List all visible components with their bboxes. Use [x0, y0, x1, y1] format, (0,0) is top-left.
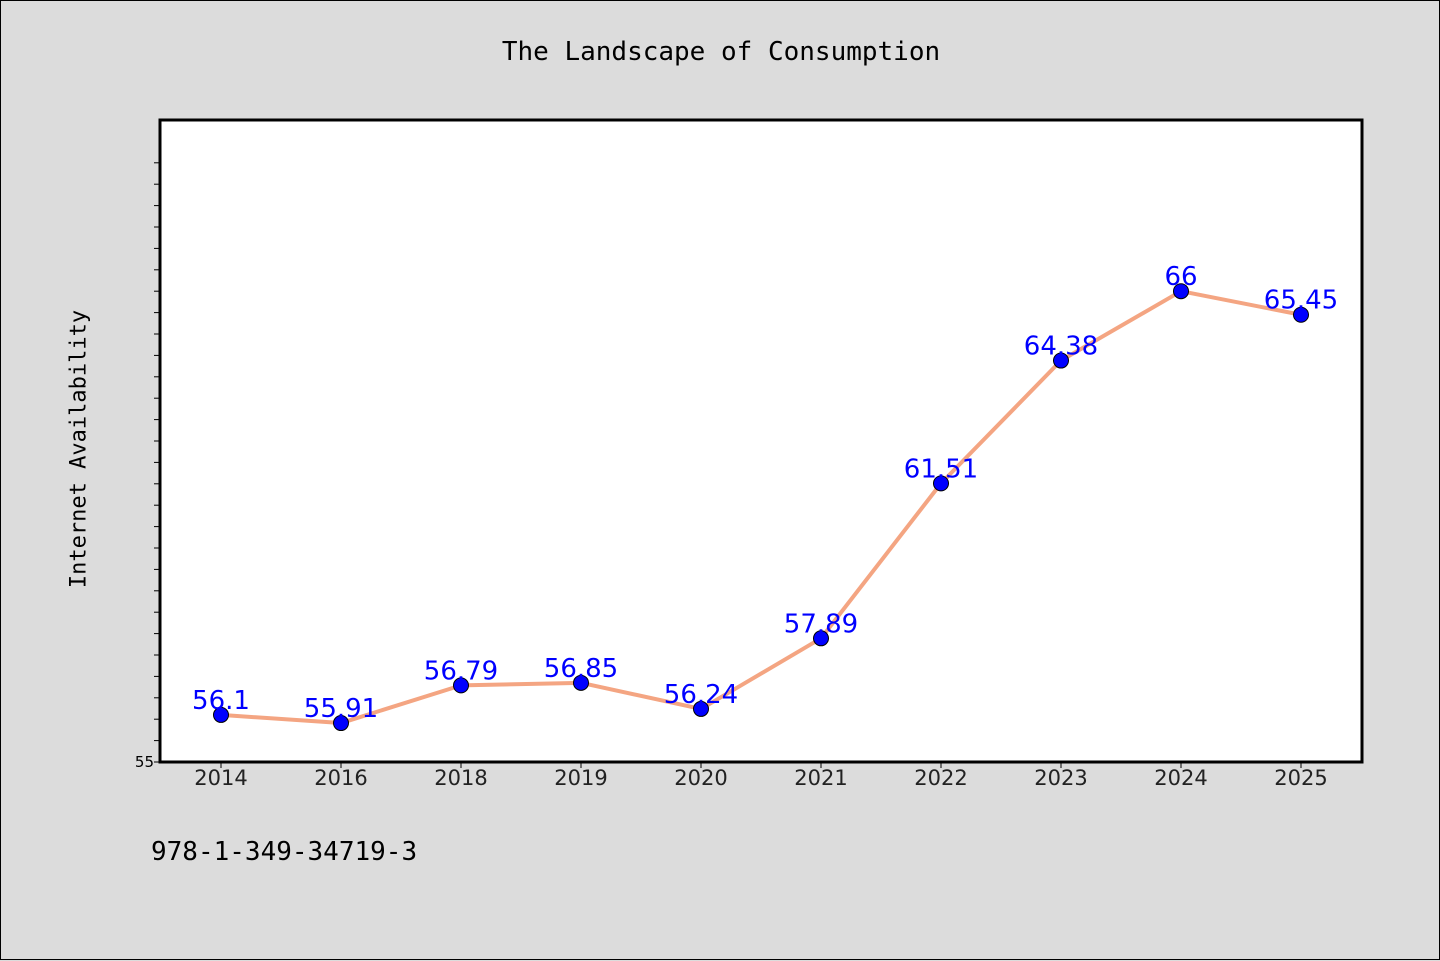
data-point [1173, 283, 1189, 300]
data-labels: 56.1 55.91 56.79 56.85 56.24 57.89 61.51 64.38 6… [192, 262, 1338, 724]
x-tick-label: 2016 [314, 766, 367, 790]
data-label: 66 [1164, 262, 1197, 292]
data-label: 61.51 [904, 454, 978, 484]
data-label: 55.91 [304, 694, 378, 724]
data-point [1053, 352, 1069, 369]
data-label: 56.24 [664, 680, 738, 710]
data-point [573, 674, 589, 691]
data-point [813, 630, 829, 647]
x-tick-label: 2025 [1274, 766, 1327, 790]
chart-title: The Landscape of Consumption [501, 37, 941, 67]
data-label: 65.45 [1264, 286, 1338, 316]
data-label: 56.85 [544, 654, 618, 684]
series-markers [213, 283, 1309, 732]
x-tick-label: 2019 [554, 766, 607, 790]
x-tick-label: 2021 [794, 766, 847, 790]
data-point [213, 706, 229, 723]
data-point [933, 475, 949, 492]
data-point [453, 677, 469, 694]
data-point [1293, 306, 1309, 323]
data-point [693, 700, 709, 717]
x-tick-label: 2018 [434, 766, 487, 790]
data-label: 57.89 [784, 609, 858, 639]
y-axis-ticks [154, 162, 160, 763]
data-label: 56.79 [424, 656, 498, 686]
data-label: 56.1 [192, 686, 250, 716]
data-label: 64.38 [1024, 332, 1098, 362]
series-line [220, 289, 1302, 726]
footnote-isbn: 978-1-349-34719-3 [151, 837, 418, 867]
x-tick-label: 2024 [1154, 766, 1207, 790]
y-axis-min-label: 55 [135, 753, 154, 771]
x-tick-label: 2022 [914, 766, 967, 790]
x-axis-ticks: 2014 2016 2018 2019 2020 2021 2022 2023 2024 2025 [194, 762, 1328, 790]
x-tick-label: 2023 [1034, 766, 1087, 790]
x-tick-label: 2020 [674, 766, 727, 790]
data-point [333, 715, 349, 732]
x-tick-label: 2014 [194, 766, 247, 790]
plot-background [158, 118, 1364, 764]
